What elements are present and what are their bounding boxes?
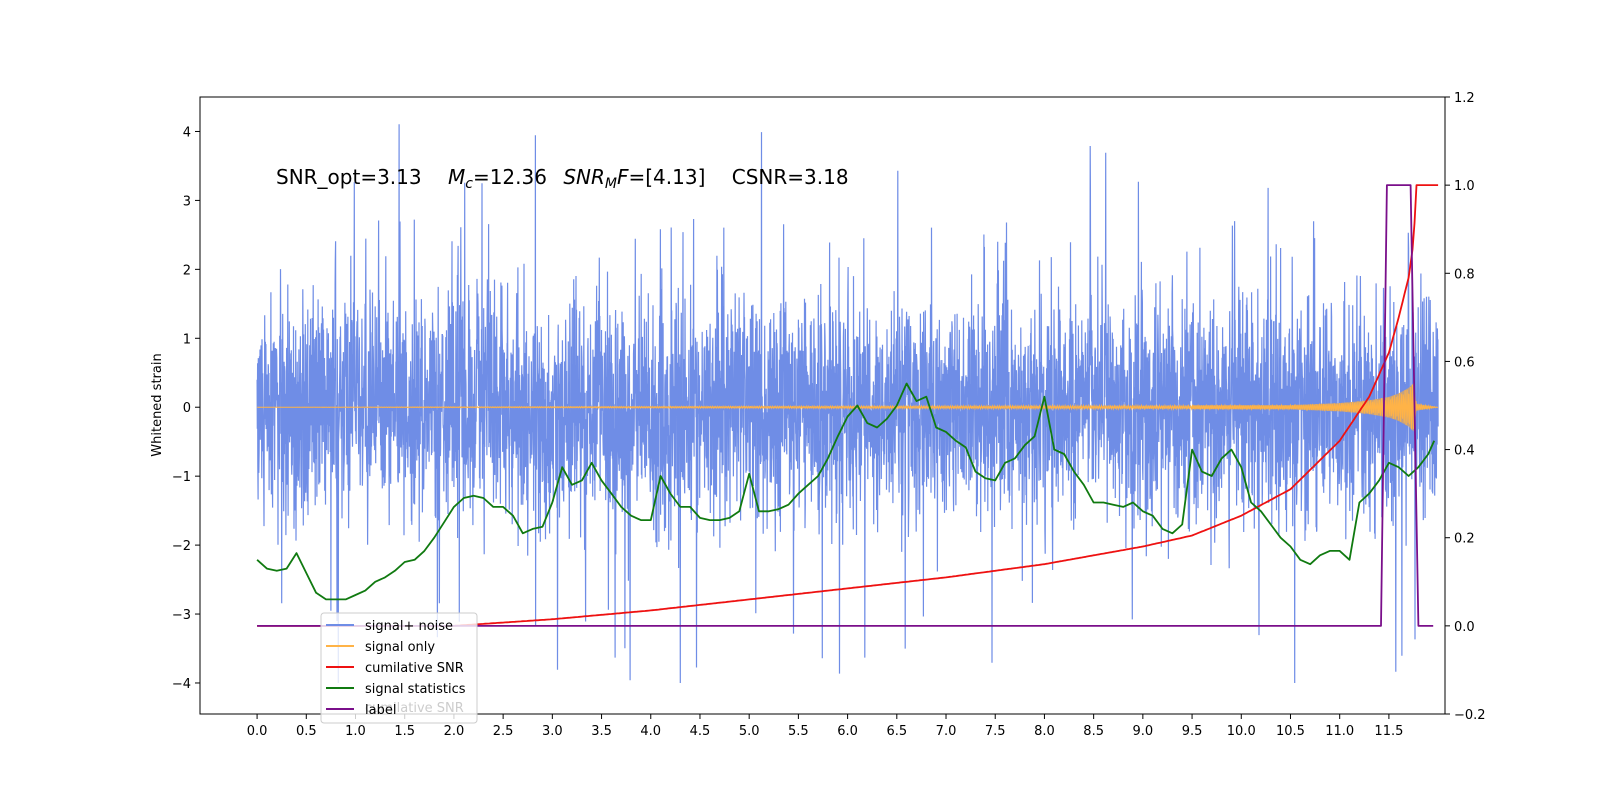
x-tick-label: 4.0 [640,724,661,739]
x-tick-label: 8.5 [1083,724,1104,739]
x-tick-label: 0.0 [247,724,268,739]
x-tick-label: 7.0 [936,724,957,739]
y-left-tick-label: −1 [172,470,191,485]
y-left-tick-label: 4 [183,125,191,140]
signal-series [257,383,1439,432]
snrmf-value: =[4.13] [629,165,706,189]
x-tick-label: 5.0 [739,724,760,739]
x-tick-label: 9.5 [1182,724,1203,739]
noise-line [256,124,1439,684]
noise-series [256,124,1439,684]
x-tick-label: 1.5 [394,724,415,739]
mc-symbol: M [448,165,465,189]
x-tick-label: 9.0 [1133,724,1154,739]
y-right-tick-label: 0.6 [1454,355,1475,370]
y-left-tick-label: 0 [183,401,191,416]
y-left-tick-label: −4 [172,677,191,692]
y-left-tick-label: 3 [183,194,191,209]
plot-frame [199,96,1446,715]
legend-entry-stat: signal statistics [365,682,466,697]
snrmf-f: F [617,165,629,189]
legend: cumilative SNR signal+ noise signal only… [320,612,478,724]
y-left-tick-label: −3 [172,608,191,623]
legend-entry-label: label [365,703,396,718]
y-axis-left: 4 3 2 1 0 −1 −2 −3 −4 [172,125,200,692]
y-right-tick-label: 0.8 [1454,267,1475,282]
y-right-tick-label: 0.2 [1454,532,1475,547]
y-right-tick-label: −0.2 [1454,708,1486,723]
snr-opt-text: SNR_opt=3.13 [276,165,422,189]
legend-ghost-text: cumilative SNR [365,701,464,716]
y-left-tick-label: 1 [183,332,191,347]
mc-subscript: c [465,176,473,192]
y-axis-right: 1.2 1.0 0.8 0.6 0.4 0.2 0.0 −0.2 [1445,91,1486,723]
x-tick-label: 7.5 [985,724,1006,739]
x-tick-label: 3.0 [542,724,563,739]
legend-entry-signal: signal only [365,640,435,655]
snrmf-symbol: SNR [563,165,605,189]
x-tick-label: 5.5 [788,724,809,739]
y-right-tick-label: 0.4 [1454,444,1475,459]
x-tick-label: 2.0 [444,724,465,739]
legend-entry-noise: signal+ noise [365,619,453,634]
label-line [257,184,1434,627]
x-tick-label: 4.5 [690,724,711,739]
x-tick-label: 1.0 [345,724,366,739]
x-tick-label: 8.0 [1034,724,1055,739]
x-tick-label: 3.5 [591,724,612,739]
x-tick-label: 11.5 [1374,724,1403,739]
legend-box [320,612,478,724]
signal-statistics-series [256,382,1436,601]
signal-line [257,384,1439,430]
x-tick-label: 2.5 [493,724,514,739]
y-left-tick-label: 2 [183,263,191,278]
y-left-tick-label: −2 [172,539,191,554]
signal-statistics-line [256,382,1436,601]
mc-value: =12.36 [473,165,547,189]
y-right-tick-label: 0.0 [1454,620,1475,635]
y-right-tick-label: 1.2 [1454,91,1475,106]
snr-annotation: SNR_opt=3.13 Mc=12.36 SNRMF=[4.13] CSNR=… [276,165,849,192]
x-axis: 0.0 0.5 1.0 1.5 2.0 2.5 3.0 3.5 4.0 4.5 5.0 5.5 6.0 6… [247,714,1403,739]
x-tick-label: 6.0 [837,724,858,739]
x-tick-label: 6.5 [886,724,907,739]
legend-entry-csnr: cumilative SNR [365,661,464,676]
y-axis-label: Whitened strain [150,353,165,456]
x-tick-label: 0.5 [296,724,317,739]
x-tick-label: 10.5 [1276,724,1305,739]
snrmf-subscript: M [605,176,617,192]
csnr-text: CSNR=3.18 [732,165,849,189]
x-tick-label: 11.0 [1325,724,1354,739]
y-right-tick-label: 1.0 [1454,179,1475,194]
x-tick-label: 10.0 [1227,724,1256,739]
label-series [257,184,1434,627]
